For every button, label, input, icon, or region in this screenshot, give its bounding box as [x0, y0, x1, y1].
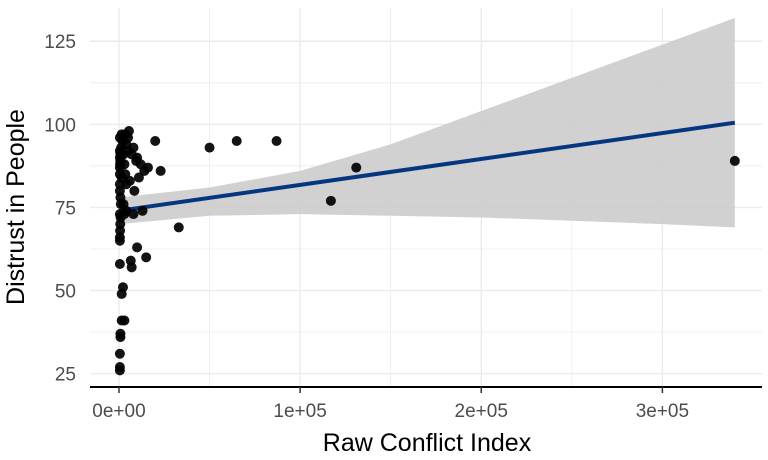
- data-point: [129, 185, 140, 196]
- confidence-band: [118, 17, 735, 228]
- fit-line-layer: [118, 120, 736, 213]
- data-point: [115, 328, 126, 339]
- y-axis-title: Distrust in People: [2, 109, 30, 305]
- data-point: [729, 155, 740, 166]
- data-point: [231, 135, 242, 146]
- data-point: [150, 135, 161, 146]
- x-tick-label: 1e+05: [273, 401, 326, 422]
- data-point: [141, 252, 152, 263]
- y-tick-label: 125: [44, 32, 76, 53]
- data-point: [132, 242, 143, 253]
- data-point: [204, 142, 215, 153]
- data-point: [119, 315, 130, 326]
- data-point: [155, 165, 166, 176]
- data-point: [128, 142, 139, 153]
- data-point: [125, 255, 136, 266]
- y-tick-label: 50: [55, 282, 76, 303]
- tick-labels: 0e+00 1e+05 2e+05 3e+05 25 50 75 100 125: [44, 32, 689, 422]
- x-tick-label: 0e+00: [92, 401, 145, 422]
- data-point: [271, 135, 282, 146]
- y-tick-label: 25: [55, 365, 76, 386]
- data-point: [325, 195, 336, 206]
- data-point: [114, 348, 125, 359]
- data-point: [137, 205, 148, 216]
- data-point: [114, 362, 125, 373]
- regression-line: [118, 120, 736, 213]
- data-point: [114, 258, 125, 269]
- y-tick-label: 75: [55, 198, 76, 219]
- x-axis: [90, 386, 762, 393]
- confidence-band-layer: [118, 17, 735, 228]
- x-tick-label: 3e+05: [636, 401, 689, 422]
- data-point: [132, 152, 143, 163]
- data-point: [173, 222, 184, 233]
- data-point: [133, 172, 144, 183]
- y-tick-label: 100: [44, 115, 76, 136]
- data-point: [128, 209, 139, 220]
- data-point: [123, 126, 134, 137]
- data-points: [114, 126, 740, 376]
- x-tick-label: 2e+05: [455, 401, 508, 422]
- data-point: [117, 282, 128, 293]
- data-point: [351, 162, 362, 173]
- x-axis-title: Raw Conflict Index: [323, 429, 532, 457]
- data-point: [116, 172, 127, 183]
